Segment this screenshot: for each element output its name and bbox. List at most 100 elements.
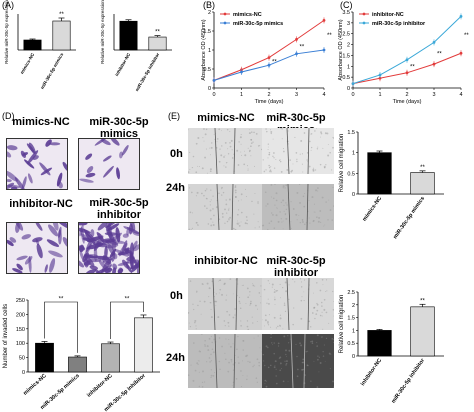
texture-dot xyxy=(300,317,303,320)
texture-dot xyxy=(266,130,268,133)
texture-dot xyxy=(224,155,226,157)
texture-dot xyxy=(267,280,269,282)
invasion-label-inhibitor-nc: inhibitor-NC xyxy=(9,198,73,210)
texture-dot xyxy=(202,283,204,285)
texture-dot xyxy=(320,132,323,135)
texture-dot xyxy=(303,132,306,134)
wound-row-0h-top: 0h xyxy=(170,148,183,160)
texture-dot xyxy=(219,288,222,291)
texture-dot xyxy=(294,136,296,139)
texture-dot xyxy=(265,345,268,348)
cell xyxy=(84,232,96,245)
texture-dot xyxy=(314,130,316,132)
data-point xyxy=(432,62,436,66)
wound-texture xyxy=(262,334,334,388)
texture-dot xyxy=(206,172,208,174)
texture-dot xyxy=(209,209,212,212)
texture-dot xyxy=(246,287,249,290)
texture-dot xyxy=(273,157,275,159)
texture-dot xyxy=(229,142,231,144)
cell xyxy=(133,244,139,252)
wound-image-inhibitor-24h xyxy=(262,334,334,388)
cell xyxy=(35,223,43,231)
y-tick-label: 0 xyxy=(352,192,355,198)
texture-dot xyxy=(281,138,283,140)
texture-dot xyxy=(282,228,284,230)
texture-dot xyxy=(248,132,251,135)
texture-dot xyxy=(275,199,278,202)
texture-dot xyxy=(201,167,204,170)
wound-edge xyxy=(216,184,220,230)
wound-label-mimics-nc: mimics-NC xyxy=(197,112,255,124)
texture-dot xyxy=(212,221,214,223)
y-tick-label: 2 xyxy=(347,43,350,49)
texture-dot xyxy=(296,368,299,371)
texture-dot xyxy=(190,364,192,366)
texture-dot xyxy=(247,147,249,149)
texture-dot xyxy=(244,188,246,190)
wound-edge xyxy=(233,128,236,174)
texture-dot xyxy=(275,382,278,385)
cell xyxy=(9,237,17,243)
texture-dot xyxy=(300,344,303,347)
texture-dot xyxy=(218,360,221,363)
texture-dot xyxy=(311,196,314,199)
x-tick-label: 2 xyxy=(405,92,408,98)
texture-dot xyxy=(235,378,238,380)
texture-dot xyxy=(312,169,315,172)
texture-dot xyxy=(252,141,254,143)
texture-dot xyxy=(228,343,230,345)
texture-dot xyxy=(301,153,304,155)
texture-dot xyxy=(306,364,309,367)
texture-dot xyxy=(296,159,298,161)
texture-dot xyxy=(310,326,312,328)
texture-dot xyxy=(333,137,334,139)
texture-dot xyxy=(236,149,239,152)
texture-dot xyxy=(324,132,327,135)
texture-dot xyxy=(205,128,208,131)
cell xyxy=(122,233,129,238)
texture-dot xyxy=(316,345,319,347)
texture-dot xyxy=(317,146,319,148)
texture-dot xyxy=(210,374,213,377)
texture-dot xyxy=(277,325,279,328)
texture-dot xyxy=(212,208,214,210)
texture-dot xyxy=(274,204,276,206)
y-tick-label: 3.5 xyxy=(342,10,350,16)
texture-dot xyxy=(204,156,207,159)
texture-dot xyxy=(272,213,274,216)
significance-bracket xyxy=(44,301,78,353)
texture-dot xyxy=(310,149,312,151)
category-label: mimics-NC xyxy=(22,373,47,397)
texture-dot xyxy=(209,168,212,171)
texture-dot xyxy=(314,169,317,171)
texture-dot xyxy=(247,169,249,171)
wound-edge xyxy=(231,184,234,230)
texture-dot xyxy=(237,356,239,358)
texture-dot xyxy=(317,358,319,361)
cell xyxy=(85,172,96,178)
texture-dot xyxy=(210,369,212,371)
texture-dot xyxy=(287,335,289,337)
texture-dot xyxy=(237,335,239,338)
texture-dot xyxy=(252,284,255,287)
texture-dot xyxy=(199,300,201,303)
cell xyxy=(121,145,129,156)
texture-dot xyxy=(322,355,325,357)
data-point xyxy=(322,48,326,52)
texture-dot xyxy=(256,358,259,361)
texture-dot xyxy=(285,208,288,211)
texture-dot xyxy=(268,222,271,224)
invasion-texture xyxy=(7,139,67,189)
y-tick-label: 50 xyxy=(19,356,25,362)
texture-dot xyxy=(241,285,243,286)
texture-dot xyxy=(192,379,195,382)
texture-dot xyxy=(210,308,212,310)
y-tick-label: 150 xyxy=(16,327,25,333)
texture-dot xyxy=(240,320,242,322)
x-tick-label: 2 xyxy=(267,92,270,98)
category-label: inhibitor-NC xyxy=(86,373,114,399)
texture-dot xyxy=(195,171,198,174)
wound-edge xyxy=(290,334,294,388)
cell xyxy=(136,260,139,273)
